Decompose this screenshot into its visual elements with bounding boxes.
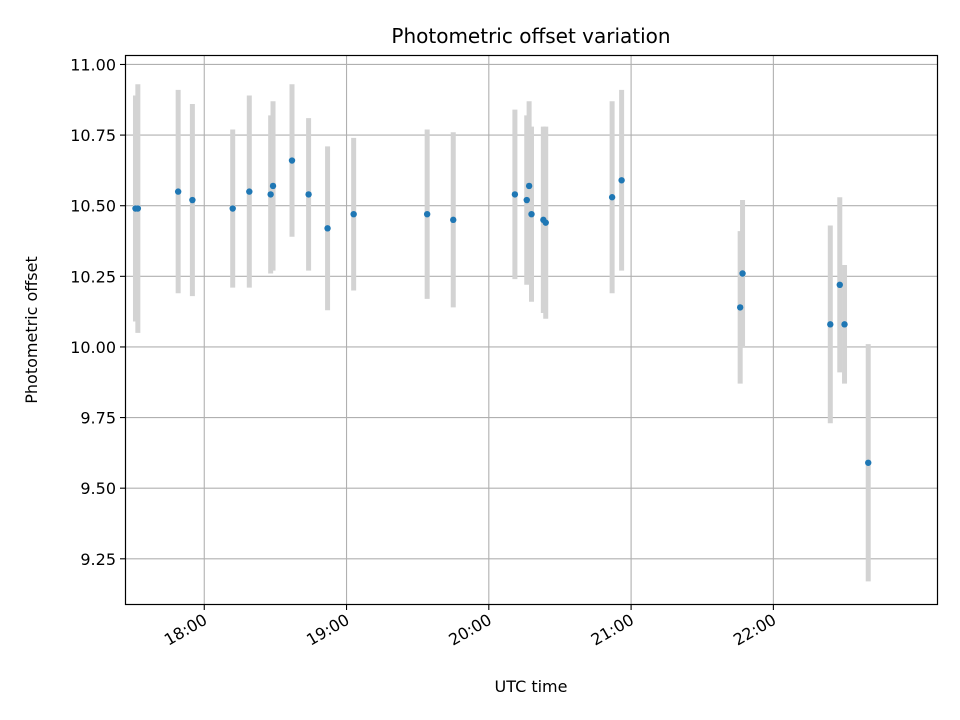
data-point [523, 196, 530, 204]
y-tick-label: 10.25 [70, 267, 116, 286]
x-tick-label: 22:00 [730, 610, 779, 650]
data-point [528, 210, 535, 218]
data-point [305, 191, 312, 198]
data-point [511, 191, 519, 198]
data-point [229, 205, 236, 212]
data-point [836, 281, 843, 289]
x-tick-label: 18:00 [161, 610, 210, 650]
data-point [736, 304, 744, 311]
data-point [269, 182, 277, 190]
y-axis-title: Photometric offset [22, 256, 41, 404]
x-axis-title: UTC time [495, 677, 568, 696]
plot-frame [124, 54, 939, 606]
y-tick-label: 10.75 [70, 126, 116, 145]
y-tick-label: 10.00 [70, 338, 116, 357]
x-axis-ticks: 18:00 19:00 20:00 21:00 22:00 [161, 604, 779, 650]
data-point [618, 177, 625, 184]
data-point [865, 459, 872, 466]
data-point [739, 270, 746, 277]
data-point [350, 210, 357, 218]
y-tick-label: 9.25 [80, 550, 116, 569]
y-tick-label: 10.50 [70, 197, 116, 216]
data-point [542, 219, 549, 226]
x-tick-label: 21:00 [588, 610, 637, 650]
data-point [134, 205, 142, 212]
error-bars [132, 84, 871, 582]
data-point [324, 225, 331, 232]
x-tick-label: 19:00 [303, 610, 352, 650]
data-point [841, 321, 848, 328]
chart-title: Photometric offset variation [391, 24, 670, 48]
data-point [288, 157, 296, 164]
data-point [189, 196, 196, 204]
data-point [450, 216, 457, 224]
x-tick-label: 20:00 [445, 610, 494, 650]
grid [126, 56, 937, 604]
y-tick-label: 11.00 [70, 55, 116, 74]
data-point [525, 182, 533, 190]
y-tick-label: 9.50 [80, 479, 116, 498]
data-points [132, 157, 872, 466]
data-point [267, 191, 274, 198]
data-point [608, 194, 616, 201]
y-axis-ticks: 9.25 9.50 9.75 10.00 10.25 10.50 10.75 11.00 [70, 55, 126, 569]
data-point [423, 210, 431, 218]
data-point [174, 188, 182, 195]
data-point [827, 321, 834, 328]
y-tick-label: 9.75 [80, 409, 116, 428]
data-point [246, 188, 253, 195]
